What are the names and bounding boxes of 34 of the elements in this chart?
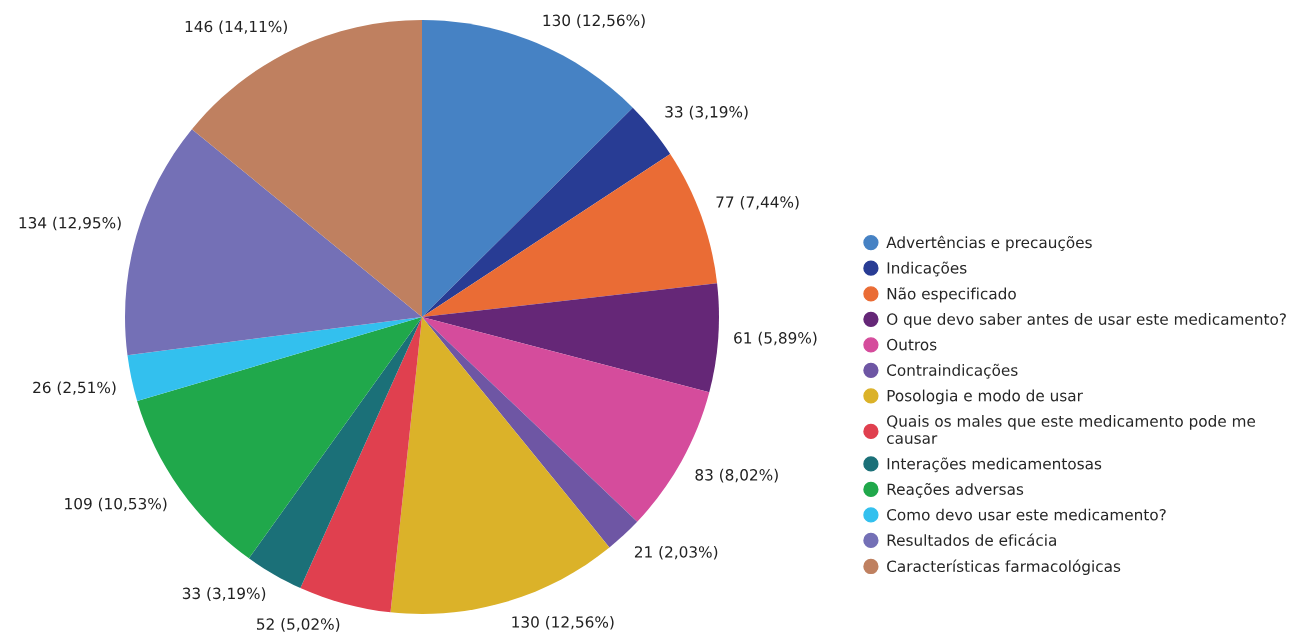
pie-slice	[127, 317, 422, 402]
data-label: 52 (5,02%)	[257, 618, 340, 632]
legend-label: O que devo saber antes de usar este medicamento?	[887, 313, 1286, 328]
pie-slice	[422, 153, 718, 317]
data-label: 33 (3,19%)	[182, 587, 266, 601]
legend-label: Reações adversas	[887, 482, 1024, 498]
data-label: 134 (12,95%)	[19, 216, 121, 231]
data-label: 109 (10,53%)	[65, 497, 167, 512]
data-label: 26 (2,51%)	[33, 381, 116, 395]
legend-label: Resultados de eficácia	[887, 533, 1056, 546]
data-label: 21 (2,03%)	[634, 545, 718, 560]
legend-label: Características farmacológicas	[887, 559, 1121, 576]
data-label: 33 (3,19%)	[665, 105, 748, 120]
pie-slice	[248, 317, 422, 588]
pie-slice	[390, 317, 610, 614]
pie-slice	[300, 317, 422, 613]
data-label: 83 (8,02%)	[695, 468, 778, 483]
data-label: 77 (7,44%)	[716, 196, 799, 210]
legend-label: Posologia e modo de usar	[887, 389, 1083, 405]
data-label: 130 (12,56%)	[512, 615, 614, 630]
legend-label: Advertências e precauções	[886, 235, 1092, 252]
pie-slice	[422, 283, 719, 393]
data-label: 146 (14,11%)	[185, 20, 287, 35]
data-label: 130 (12,56%)	[543, 14, 645, 28]
legend-label: Indicações	[887, 261, 967, 277]
pie-slice	[422, 317, 638, 548]
data-label: 61 (5,89%)	[734, 331, 817, 346]
legend-label: Não especificado	[887, 287, 1016, 303]
legend-label: Outros	[887, 338, 937, 351]
legend-label: Como devo usar este medicamento?	[887, 508, 1166, 521]
legend-label: Interações medicamentosas	[887, 457, 1102, 473]
pie-slice	[125, 129, 422, 356]
legend-label: Quais os males que este medicamento pode me causar	[887, 415, 1256, 444]
legend-label: Contraindicações	[887, 363, 1018, 379]
